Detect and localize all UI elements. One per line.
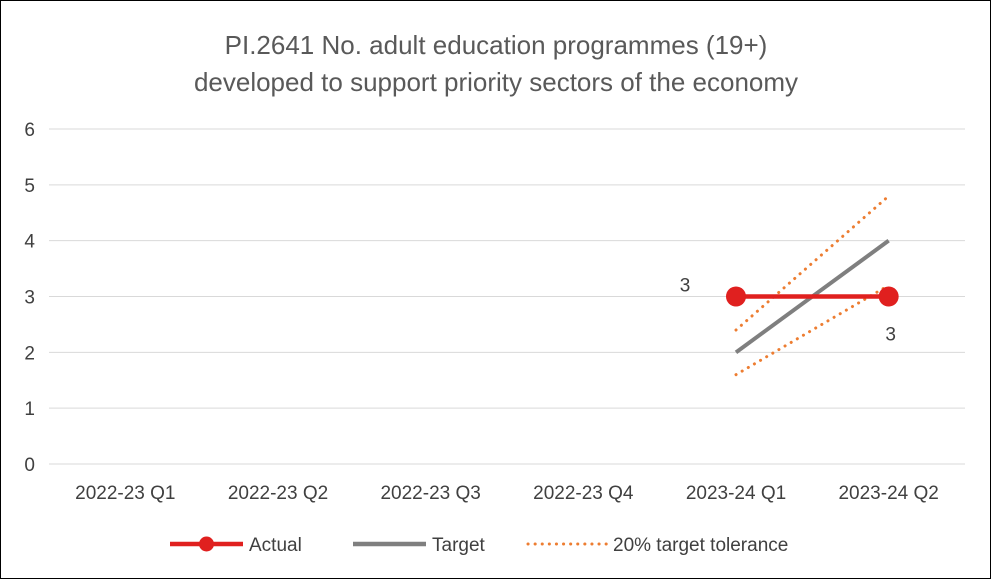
y-tick-label-0: 0 (24, 455, 35, 476)
legend-marker-actual (199, 536, 214, 552)
series-line-tolerance-lower (734, 283, 891, 377)
x-tick-label-3: 2022-23 Q3 (380, 483, 480, 504)
y-tick-label-4: 4 (24, 232, 35, 253)
y-tick-label-2: 2 (24, 343, 35, 364)
y-axis-ticks: 0 1 2 3 4 5 6 (24, 120, 35, 476)
series-layer (726, 194, 899, 377)
x-axis-ticks: 2022-23 Q1 2022-23 Q2 2022-23 Q3 2022-23 Q4… (75, 483, 939, 504)
x-tick-label-6: 2023-24 Q2 (838, 483, 938, 504)
x-tick-label-4: 2022-23 Q4 (533, 483, 634, 504)
data-label-actual-5: 3 (680, 276, 691, 297)
chart-title-line-1: PI.2641 No. adult education programmes (… (225, 30, 768, 60)
x-tick-label-5: 2023-24 Q1 (686, 483, 786, 504)
legend-label-target: Target (432, 535, 486, 556)
data-label-actual-6: 3 (885, 325, 896, 346)
legend: Actual Target 20% target tolerance (170, 535, 788, 556)
point-actual-2023-24-q2 (878, 286, 899, 307)
y-tick-label-1: 1 (24, 399, 35, 420)
point-actual-2023-24-q1 (726, 286, 746, 307)
x-tick-label-1: 2022-23 Q1 (75, 483, 175, 504)
gridlines (49, 128, 965, 465)
y-tick-label-5: 5 (24, 176, 35, 197)
x-tick-label-2: 2022-23 Q2 (228, 483, 328, 504)
series-line-20-target-tolerance (734, 194, 891, 332)
legend-label-actual: Actual (249, 535, 302, 556)
y-tick-label-6: 6 (24, 120, 35, 141)
y-tick-label-3: 3 (24, 288, 35, 309)
data-labels: 33 (680, 276, 896, 346)
chart-title-line-2: developed to support priority sectors of… (194, 67, 798, 97)
legend-label-20-target-tolerance: 20% target tolerance (613, 535, 788, 556)
